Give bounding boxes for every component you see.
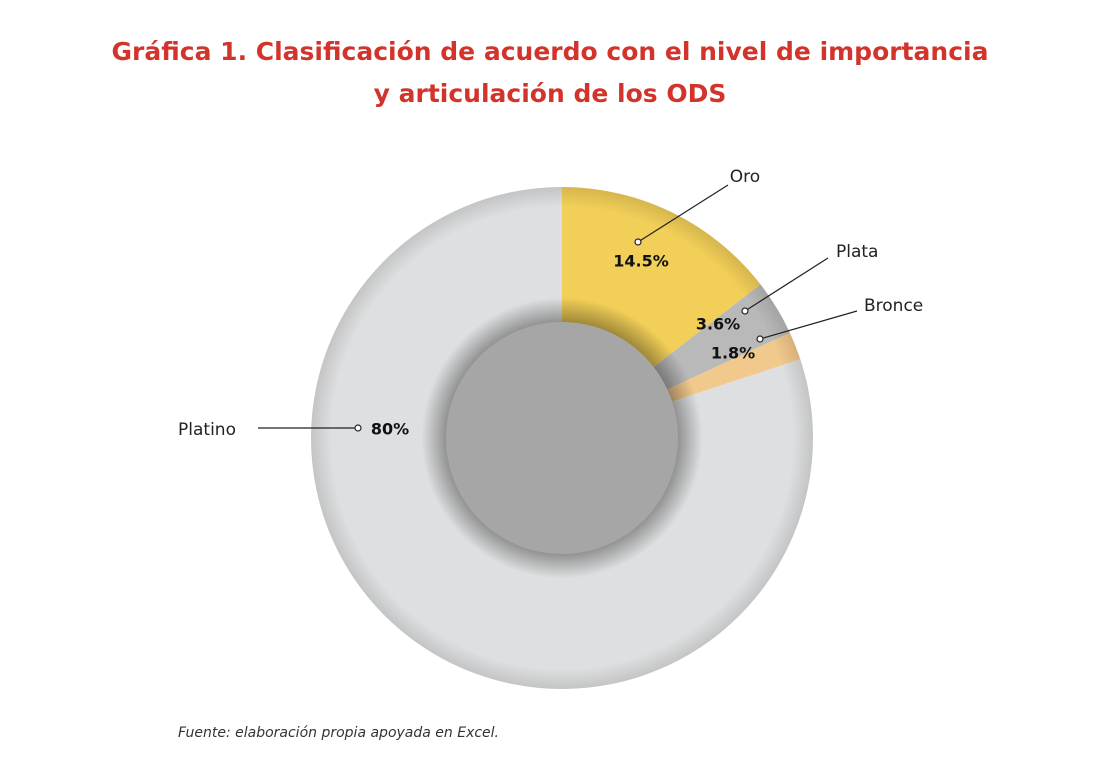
value-label: 3.6% [696, 315, 740, 334]
legend-label: Platino [178, 420, 236, 440]
leader-dot [634, 238, 642, 246]
value-label: 1.8% [711, 344, 755, 363]
leader-dot [756, 335, 764, 343]
value-label: 80% [371, 420, 409, 439]
chart-title: Gráfica 1. Clasificación de acuerdo con … [112, 37, 989, 66]
leader-line [744, 257, 829, 312]
chart-title: y articulación de los ODS [374, 79, 727, 108]
leader-dot [354, 424, 362, 432]
leader-line [759, 310, 858, 340]
source-note: Fuente: elaboración propia apoyada en Ex… [178, 725, 499, 741]
legend-label: Plata [836, 242, 878, 262]
leader-line [637, 184, 729, 243]
leader-dot [741, 307, 749, 315]
value-label: 14.5% [613, 252, 669, 271]
legend-label: Bronce [864, 296, 923, 316]
legend-label: Oro [730, 167, 760, 187]
